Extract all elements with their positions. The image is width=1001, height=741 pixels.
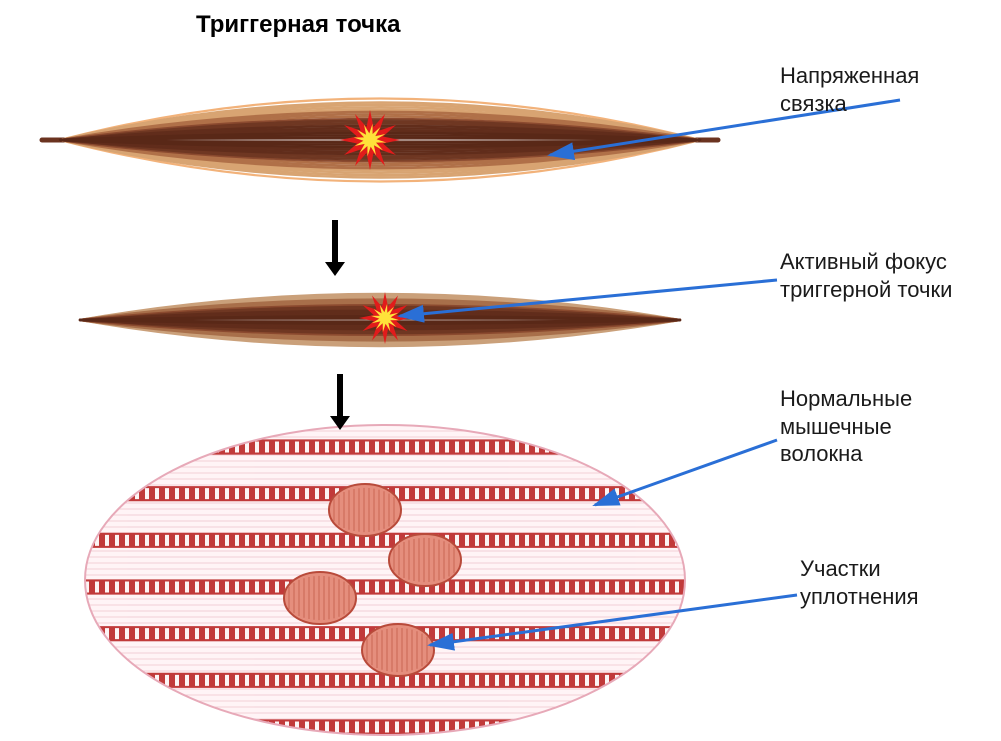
callout-label-active-focus: Активный фокус триггерной точки [780,248,952,303]
pointer-normal-fibers [595,440,777,505]
contraction-nodule [284,572,356,624]
muscle-top [42,99,718,182]
contraction-nodule [362,624,434,676]
contraction-nodule [389,534,461,586]
callout-label-normal-fibers: Нормальные мышечные волокна [780,385,912,468]
callout-label-tense-band: Напряженная связка [780,62,919,117]
muscle-middle [80,292,680,346]
callout-label-nodules: Участки уплотнения [800,555,919,610]
flow-arrow-head [325,262,345,276]
diagram-title: Триггерная точка [196,10,400,40]
contraction-nodule [329,484,401,536]
fiber-micro-view [85,425,685,735]
